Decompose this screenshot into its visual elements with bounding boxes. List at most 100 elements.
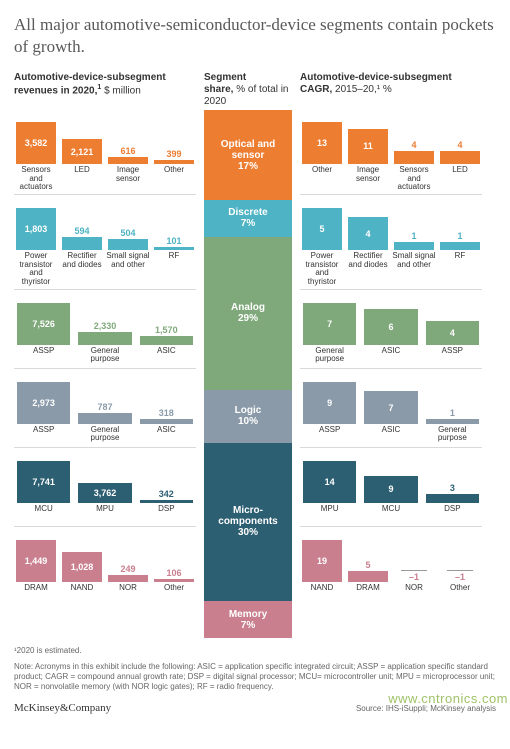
bar-label: Image sensor	[346, 166, 390, 191]
bar-cell: 19	[300, 540, 344, 582]
bar-cell: 5	[346, 560, 390, 582]
bar-label: Rectifier and diodes	[346, 252, 390, 286]
bar-cell: 504	[106, 228, 150, 251]
stack-segment: Optical and sensor17%	[204, 110, 292, 200]
stack-segment: Micro-components30%	[204, 443, 292, 601]
bar-cell: 1,570	[137, 325, 196, 345]
bar-label: ASSP	[423, 347, 482, 365]
bar-cell: 399	[152, 149, 196, 165]
bar-label: Other	[300, 166, 344, 191]
stack-segment: Analog29%	[204, 237, 292, 390]
bar-cell: 9	[300, 382, 359, 424]
bar-cell: 1	[438, 231, 482, 250]
bar-label: MCU	[14, 505, 73, 523]
bar-cell: 3,582	[14, 122, 58, 164]
bar-cell: 11	[346, 129, 390, 165]
footnote: ¹2020 is estimated.	[14, 646, 496, 656]
bar-cell: 318	[137, 408, 196, 423]
bar-label: MPU	[300, 505, 359, 523]
bar-cell: 2,121	[60, 139, 104, 164]
bar-label: General purpose	[75, 347, 134, 365]
bar-label: DRAM	[346, 584, 390, 602]
bar-label: Small signal and other	[106, 252, 150, 286]
bar-cell: 9	[361, 476, 420, 503]
bar-cell: 6	[361, 309, 420, 345]
bar-label: DSP	[137, 505, 196, 523]
bar-label: Other	[152, 166, 196, 191]
bar-cell: 616	[106, 146, 150, 164]
bar-label: ASIC	[137, 426, 196, 444]
bar-label: NOR	[106, 584, 150, 602]
bar-cell: 101	[152, 236, 196, 250]
bar-cell: 4	[392, 140, 436, 164]
bar-cell: –1	[392, 570, 436, 582]
bar-label: ASSP	[14, 426, 73, 444]
bar-cell: 4	[438, 140, 482, 164]
bar-cell: 13	[300, 122, 344, 164]
bar-cell: 4	[346, 217, 390, 251]
bar-label: General purpose	[300, 347, 359, 365]
bar-cell: 1,028	[60, 552, 104, 582]
chart-title: All major automotive-semiconductor-devic…	[14, 14, 496, 58]
note: Note: Acronyms in this exhibit include t…	[14, 662, 496, 692]
bar-label: LED	[438, 166, 482, 191]
bar-label: DSP	[423, 505, 482, 523]
bar-cell: 342	[137, 489, 196, 503]
stack-segment: Discrete7%	[204, 200, 292, 237]
bar-cell: 7	[361, 391, 420, 424]
bar-cell: 787	[75, 402, 134, 424]
bar-cell: 5	[300, 208, 344, 250]
bar-label: ASIC	[361, 426, 420, 444]
bar-label: Other	[152, 584, 196, 602]
bar-label: General purpose	[75, 426, 134, 444]
bar-label: RF	[152, 252, 196, 286]
bar-label: NAND	[60, 584, 104, 602]
bar-label: LED	[60, 166, 104, 191]
bar-cell: 7	[300, 303, 359, 345]
bar-cell: 4	[423, 321, 482, 345]
left-header: Automotive-device-subsegment revenues in…	[14, 72, 196, 108]
segment-share-stack: Optical and sensor17%Discrete7%Analog29%…	[204, 110, 292, 638]
bar-cell: 7,526	[14, 303, 73, 345]
bar-label: Power transistor and thyristor	[300, 252, 344, 286]
bar-label: MCU	[361, 505, 420, 523]
brand: McKinsey&Company	[14, 702, 111, 714]
bar-cell: 2,973	[14, 382, 73, 424]
bar-cell: 3,762	[75, 483, 134, 503]
bar-cell: 2,330	[75, 321, 134, 345]
bar-label: Rectifier and diodes	[60, 252, 104, 286]
bar-label: MPU	[75, 505, 134, 523]
bar-cell: 1	[392, 231, 436, 250]
bar-label: ASSP	[300, 426, 359, 444]
bar-label: ASIC	[137, 347, 196, 365]
bar-label: Small signal and other	[392, 252, 436, 286]
bar-label: Sensors and actuators	[392, 166, 436, 191]
bar-label: DRAM	[14, 584, 58, 602]
bar-label: ASIC	[361, 347, 420, 365]
bar-label: RF	[438, 252, 482, 286]
bar-cell: 106	[152, 568, 196, 582]
mid-header: Segment share, % of total in 2020	[204, 72, 292, 108]
bar-label: Power transistor and thyristor	[14, 252, 58, 286]
bar-label: Sensors and actuators	[14, 166, 58, 191]
bar-cell: 1,803	[14, 208, 58, 250]
bar-label: ASSP	[14, 347, 73, 365]
bar-label: NAND	[300, 584, 344, 602]
bar-cell: 1,449	[14, 540, 58, 582]
chart-columns: Automotive-device-subsegment revenues in…	[14, 72, 496, 638]
bar-cell: 7,741	[14, 461, 73, 503]
bar-cell: 3	[423, 483, 482, 503]
bar-label: Other	[438, 584, 482, 602]
watermark: www.cntronics.com	[388, 691, 508, 706]
bar-label: Image sensor	[106, 166, 150, 191]
bar-cell: 14	[300, 461, 359, 503]
stack-segment: Memory7%	[204, 601, 292, 638]
right-header: Automotive-device-subsegment CAGR, 2015–…	[300, 72, 482, 108]
bar-cell: –1	[438, 570, 482, 582]
bar-cell: 1	[423, 408, 482, 424]
bar-cell: 249	[106, 564, 150, 582]
bar-label: General purpose	[423, 426, 482, 444]
bar-label: NOR	[392, 584, 436, 602]
stack-segment: Logic10%	[204, 390, 292, 443]
bar-cell: 594	[60, 226, 104, 251]
